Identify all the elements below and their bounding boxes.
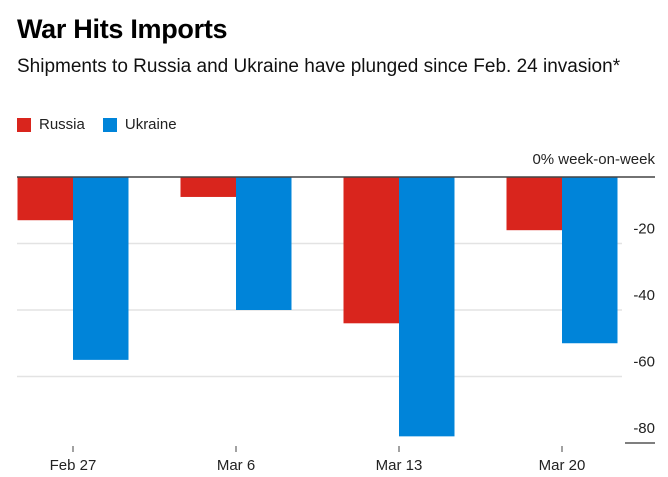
y-axis: 0% week-on-week -20 -40 -60 -80 [532,151,655,444]
legend-item-russia: Russia [17,116,85,133]
legend-label-russia: Russia [39,116,85,133]
y-tick-label: -40 [633,287,655,304]
y-tick-label: 0% week-on-week [532,151,655,168]
bar-russia [17,177,73,221]
y-tick-label: -80 [633,420,655,437]
legend-swatch-russia [17,117,31,132]
x-tick-label: Mar 13 [376,457,423,474]
bars [17,177,618,437]
y-tick-label: -20 [633,221,655,238]
bar-ukraine [236,177,292,310]
y-tick-label: -60 [633,354,655,371]
x-tick-label: Feb 27 [50,457,97,474]
x-axis: Feb 27 Mar 6 Mar 13 Mar 20 [50,446,586,474]
legend: Russia Ukraine [17,116,195,133]
x-tick-label: Mar 20 [539,457,586,474]
chart-subtitle: Shipments to Russia and Ukraine have plu… [17,56,621,77]
bar-russia [506,177,562,231]
chart-title: War Hits Imports [17,14,228,44]
legend-item-ukraine: Ukraine [102,116,177,133]
legend-swatch-ukraine [102,117,117,132]
bar-ukraine [562,177,618,344]
legend-label-ukraine: Ukraine [124,116,177,133]
x-tick-label: Mar 6 [217,457,255,474]
bar-russia [343,177,399,324]
bar-ukraine [73,177,129,360]
bar-ukraine [399,177,455,437]
bar-russia [180,177,236,197]
